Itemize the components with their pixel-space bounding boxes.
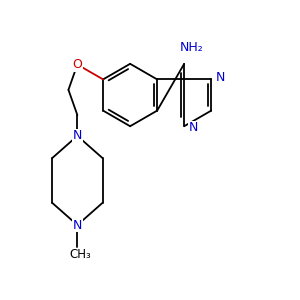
Text: N: N [73, 218, 82, 232]
Text: N: N [215, 71, 225, 84]
Text: N: N [188, 121, 198, 134]
Text: CH₃: CH₃ [70, 248, 91, 261]
Text: NH₂: NH₂ [180, 41, 203, 54]
Text: O: O [72, 58, 82, 71]
Text: N: N [73, 129, 82, 142]
